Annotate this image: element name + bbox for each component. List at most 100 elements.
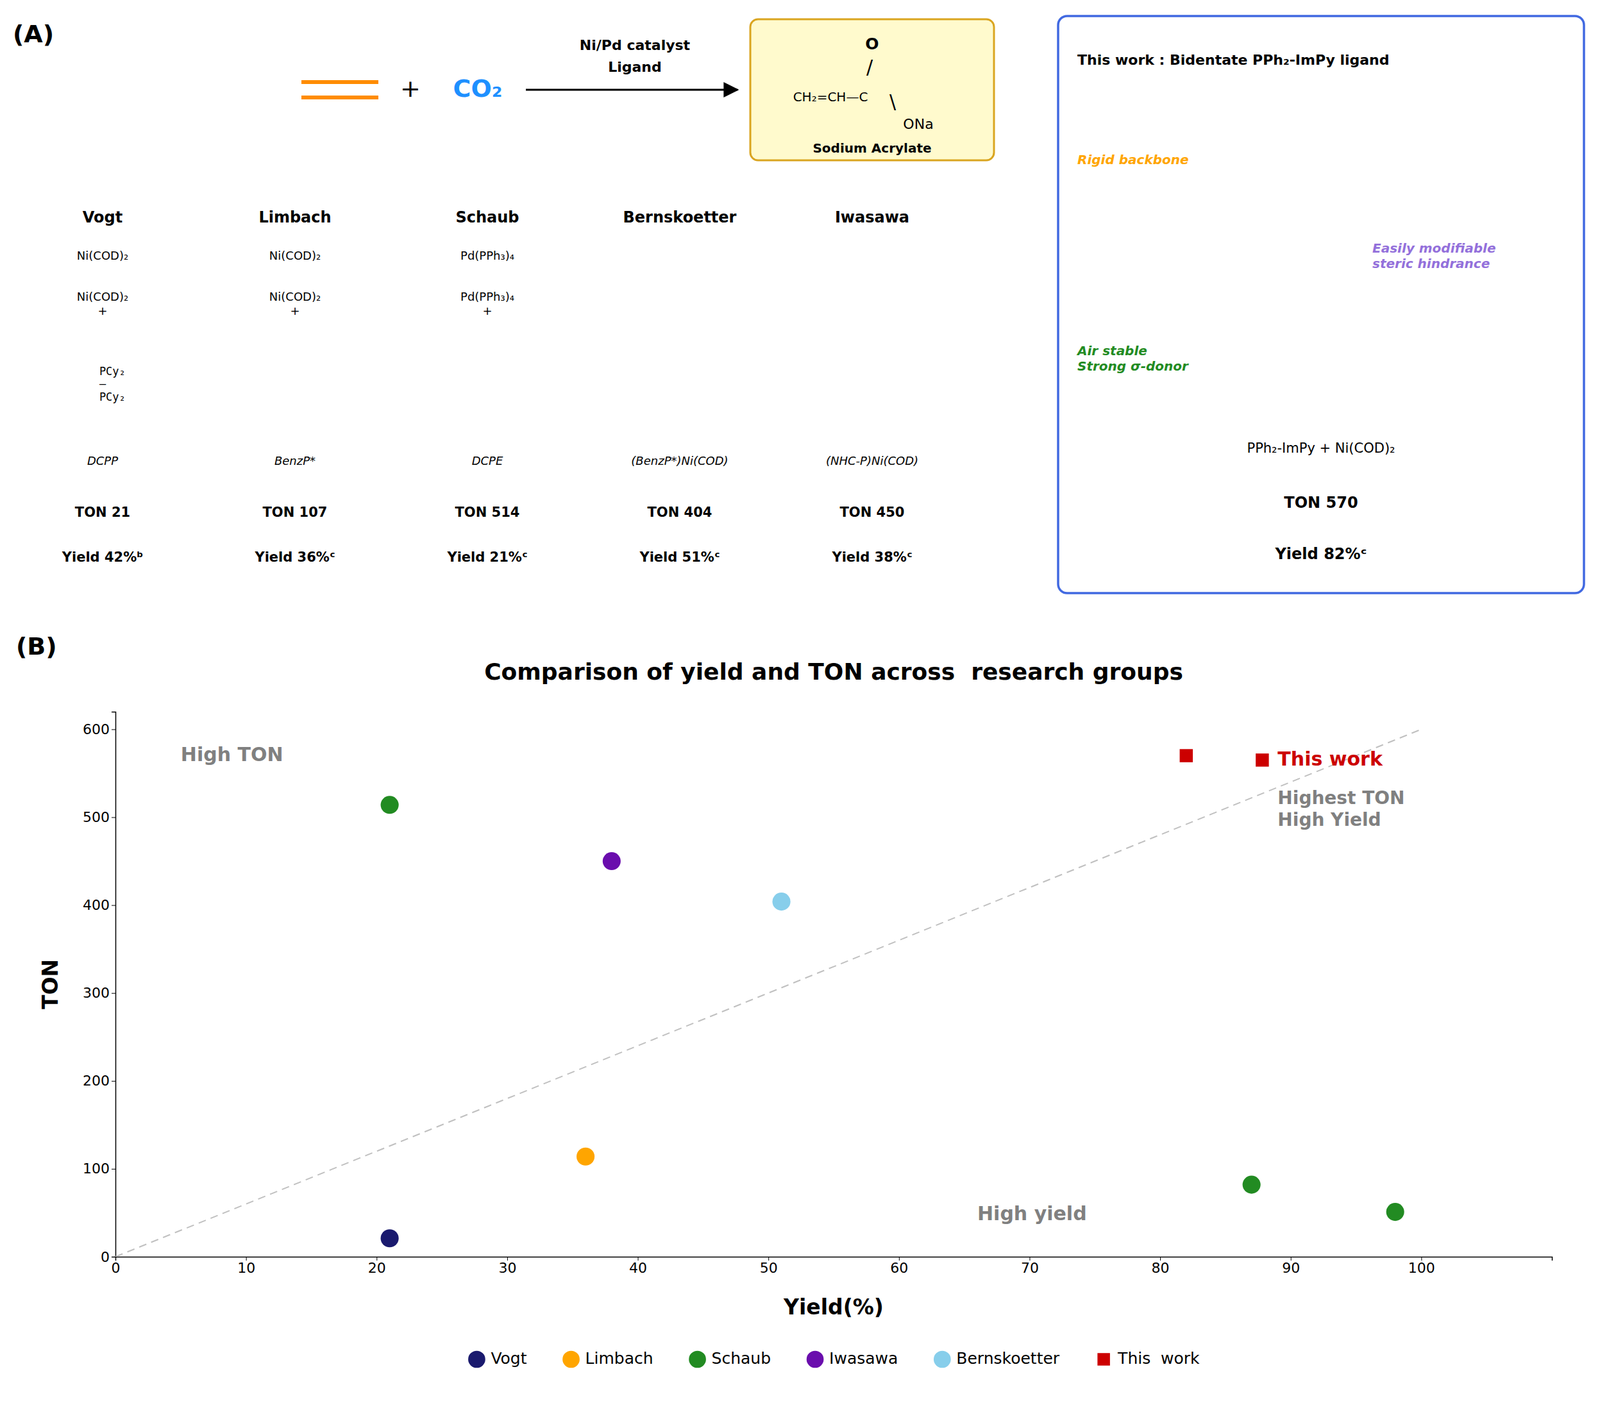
scheme-text: Yield 51%ᶜ [638, 549, 720, 565]
y-tick: 600 [82, 721, 116, 738]
legend-item: Iwasawa [806, 1349, 899, 1368]
panel-label: (B) [16, 632, 58, 661]
y-tick: 0 [100, 1249, 116, 1266]
annotation: High yield [977, 1202, 1087, 1225]
y-tick: 300 [82, 985, 116, 1002]
scheme-text: Sodium Acrylate [812, 140, 932, 156]
reference-line [115, 729, 1422, 1257]
scheme-text: + [400, 74, 421, 103]
scheme-text: Ni(COD)₂+ [269, 289, 321, 318]
ethylene-bond [301, 80, 379, 85]
x-tick: 30 [498, 1256, 517, 1277]
scheme-text: Yield 21%ᶜ [446, 549, 528, 565]
text-line: steric hindrance [1372, 255, 1490, 272]
y-axis: 0 100 200 300 400 500 600 [82, 712, 117, 1266]
scheme-text: Yield 36%ᶜ [253, 549, 335, 565]
scheme-text: Iwasawa [834, 208, 910, 227]
x-tick: 10 [237, 1256, 256, 1277]
this-work-box [1058, 16, 1584, 594]
panel-a: (A)+CO₂Ni/Pd catalystLigandO/CH₂=CH—C\ON… [12, 16, 1584, 594]
chart-title: Comparison of yield and TON across resea… [484, 658, 1184, 685]
reaction-arrow [525, 89, 738, 92]
annotations: (B)High TONHigh yieldThis workHighest TO… [16, 632, 1406, 1225]
legend-label: Schaub [711, 1349, 772, 1368]
scatter-point [1179, 749, 1193, 762]
scheme-text: TON 570 [1283, 493, 1358, 512]
scatter-point [1242, 1176, 1261, 1195]
text-line: Strong σ-donor [1077, 358, 1189, 374]
scheme-text: CH₂=CH—C [793, 89, 869, 105]
y-tick-mark [111, 1169, 116, 1170]
y-tick: 400 [82, 897, 116, 914]
scheme-text: (BenzP*)Ni(COD) [631, 454, 728, 468]
scheme-text: PPh₂-ImPy + Ni(COD)₂ [1246, 440, 1395, 456]
y-tick-label: 600 [82, 721, 110, 738]
scatter-point [380, 795, 399, 814]
annotation-marker [1255, 753, 1269, 767]
text-line: Pd(PPh₃)₄ [460, 289, 515, 304]
x-tick: 20 [368, 1256, 387, 1277]
text-line: High Yield [1277, 809, 1381, 831]
scatter-point [602, 852, 621, 871]
scheme-text: Easily modifiablesteric hindrance [1372, 240, 1497, 272]
y-tick: 100 [82, 1160, 116, 1177]
legend-label: This work [1117, 1349, 1200, 1368]
y-axis-title: TON [37, 959, 63, 1010]
x-tick: 50 [759, 1256, 778, 1277]
scheme-text: CO₂ [453, 74, 503, 103]
scheme-text: BenzP* [274, 454, 316, 468]
legend-item: Limbach [562, 1349, 653, 1368]
scheme-text: ONa [902, 116, 934, 133]
scatter-point [576, 1147, 595, 1166]
legend-item: This work [1097, 1349, 1200, 1368]
text-line: + [289, 303, 300, 318]
scheme-text: This work : Bidentate PPh₂-ImPy ligand [1077, 51, 1390, 68]
legend-item: Bernskoetter [933, 1349, 1061, 1368]
x-tick-label: 10 [237, 1260, 256, 1277]
scheme-text: / [866, 55, 874, 79]
legend-marker [562, 1351, 580, 1369]
scheme-text: Ni(COD)₂+ [76, 289, 129, 318]
legend-marker [468, 1351, 486, 1369]
y-tick: 500 [82, 809, 116, 826]
text-line: PCy₂ [79, 364, 126, 378]
text-line: Air stable [1076, 343, 1148, 359]
scheme-text: Vogt [82, 208, 123, 227]
legend-label: Bernskoetter [956, 1349, 1060, 1368]
plot-area [115, 729, 1422, 1257]
y-tick-label: 400 [82, 897, 110, 914]
legend: VogtLimbachSchaubIwasawaBernskoetterThis… [468, 1349, 1200, 1368]
legend-marker [1097, 1353, 1110, 1366]
legend-marker [806, 1351, 825, 1369]
scatter-point [772, 892, 791, 911]
scheme-text: TON 450 [840, 504, 905, 521]
scheme-text: DCPP [87, 454, 118, 468]
y-tick-label: 200 [82, 1072, 110, 1089]
text-line: — [99, 377, 107, 391]
text-line: Ni(COD)₂ [269, 289, 321, 304]
text-line: Easily modifiable [1372, 240, 1497, 256]
scheme-text: Pd(PPh₃)₄ [460, 248, 515, 263]
x-tick: 80 [1151, 1256, 1170, 1277]
ethylene-bond [301, 95, 379, 100]
scheme-text: Air stableStrong σ-donor [1076, 343, 1189, 374]
x-tick-label: 20 [368, 1260, 387, 1277]
y-tick-mark [111, 729, 116, 730]
x-tick: 60 [890, 1256, 909, 1277]
x-tick-label: 80 [1151, 1260, 1170, 1277]
legend-marker [933, 1351, 952, 1369]
text-line: + [482, 303, 492, 318]
scheme-text: TON 107 [262, 504, 328, 521]
y-tick-label: 500 [82, 809, 110, 826]
panel-b: 0102030405060708090100010020030040050060… [16, 632, 1553, 1369]
scheme-text: Yield 38%ᶜ [831, 549, 912, 565]
scheme-text: Limbach [258, 208, 331, 227]
x-tick-label: 90 [1281, 1260, 1300, 1277]
legend-label: Limbach [585, 1349, 654, 1368]
y-tick: 200 [82, 1072, 116, 1089]
x-tick-label: 50 [759, 1260, 778, 1277]
scheme-text: Yield 82%ᶜ [1274, 545, 1367, 564]
x-tick-label: 40 [629, 1260, 648, 1277]
scheme-text: Ni/Pd catalyst [579, 37, 691, 54]
scheme-text: (NHC-P)Ni(COD) [825, 454, 919, 468]
